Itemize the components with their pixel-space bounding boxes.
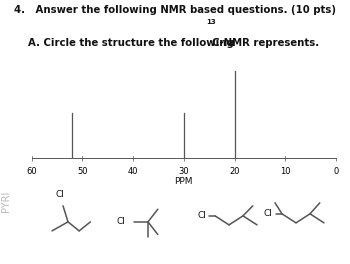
Text: Cl: Cl	[197, 211, 206, 220]
X-axis label: PPM: PPM	[175, 177, 193, 186]
Text: Cl: Cl	[264, 209, 273, 218]
Text: Cl: Cl	[56, 190, 64, 199]
Text: A. Circle the structure the following: A. Circle the structure the following	[28, 38, 237, 48]
Text: PYRI: PYRI	[1, 191, 11, 213]
Text: 4.   Answer the following NMR based questions. (10 pts): 4. Answer the following NMR based questi…	[14, 5, 336, 15]
Text: C-NMR represents.: C-NMR represents.	[212, 38, 319, 48]
Text: 13: 13	[206, 20, 216, 25]
Text: Cl: Cl	[116, 217, 125, 226]
